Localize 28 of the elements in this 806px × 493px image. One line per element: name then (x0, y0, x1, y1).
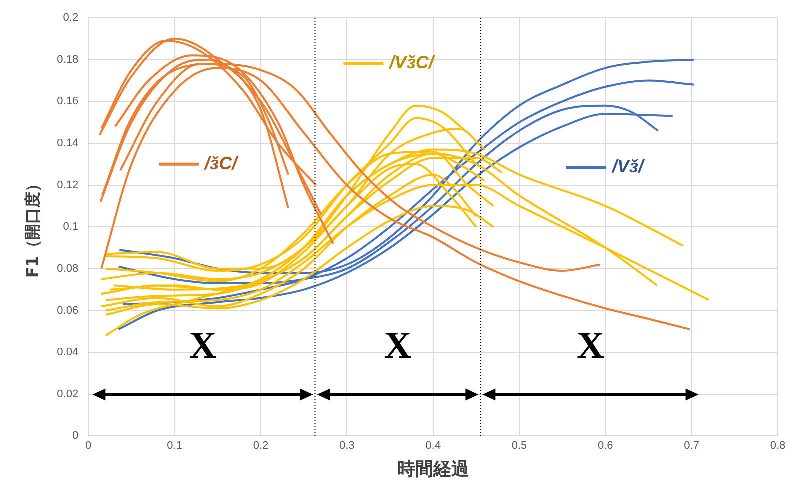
x-tick-label: 0.1 (167, 440, 182, 452)
x-tick-label: 0.2 (253, 440, 269, 452)
annotation: X (189, 325, 217, 368)
x-tick-label: 0 (86, 440, 92, 452)
y-tick-label: 0.06 (57, 304, 79, 317)
annotation: X (577, 325, 604, 368)
y-tick-label: 0.16 (57, 96, 79, 108)
y-tick-label: 0.1 (63, 221, 79, 234)
x-axis-title: 時間経過 (397, 458, 470, 480)
y-axis-title: F1（開口度） (22, 176, 42, 278)
legend-label: /Vɜ̆C/ (388, 52, 436, 73)
annotation: X (384, 325, 412, 368)
x-tick-label: 0.6 (598, 440, 614, 452)
x-tick-label: 0.7 (684, 440, 700, 452)
y-tick-label: 0.2 (63, 12, 79, 24)
y-tick-label: 0 (72, 430, 79, 442)
x-tick-label: 0.8 (770, 440, 786, 452)
y-tick-label: 0.18 (57, 54, 79, 66)
x-tick-label: 0.4 (426, 440, 441, 452)
y-tick-label: 0.14 (57, 137, 79, 150)
y-tick-label: 0.04 (57, 346, 79, 359)
x-tick-label: 0.3 (339, 440, 355, 452)
y-tick-label: 0.02 (57, 388, 79, 400)
legend-label: /ɜ̆C/ (204, 153, 240, 174)
legend-label: /Vɜ̆/ (611, 156, 646, 177)
y-tick-label: 0.12 (57, 179, 79, 192)
x-tick-label: 0.5 (512, 440, 528, 452)
y-tick-label: 0.08 (57, 262, 79, 275)
